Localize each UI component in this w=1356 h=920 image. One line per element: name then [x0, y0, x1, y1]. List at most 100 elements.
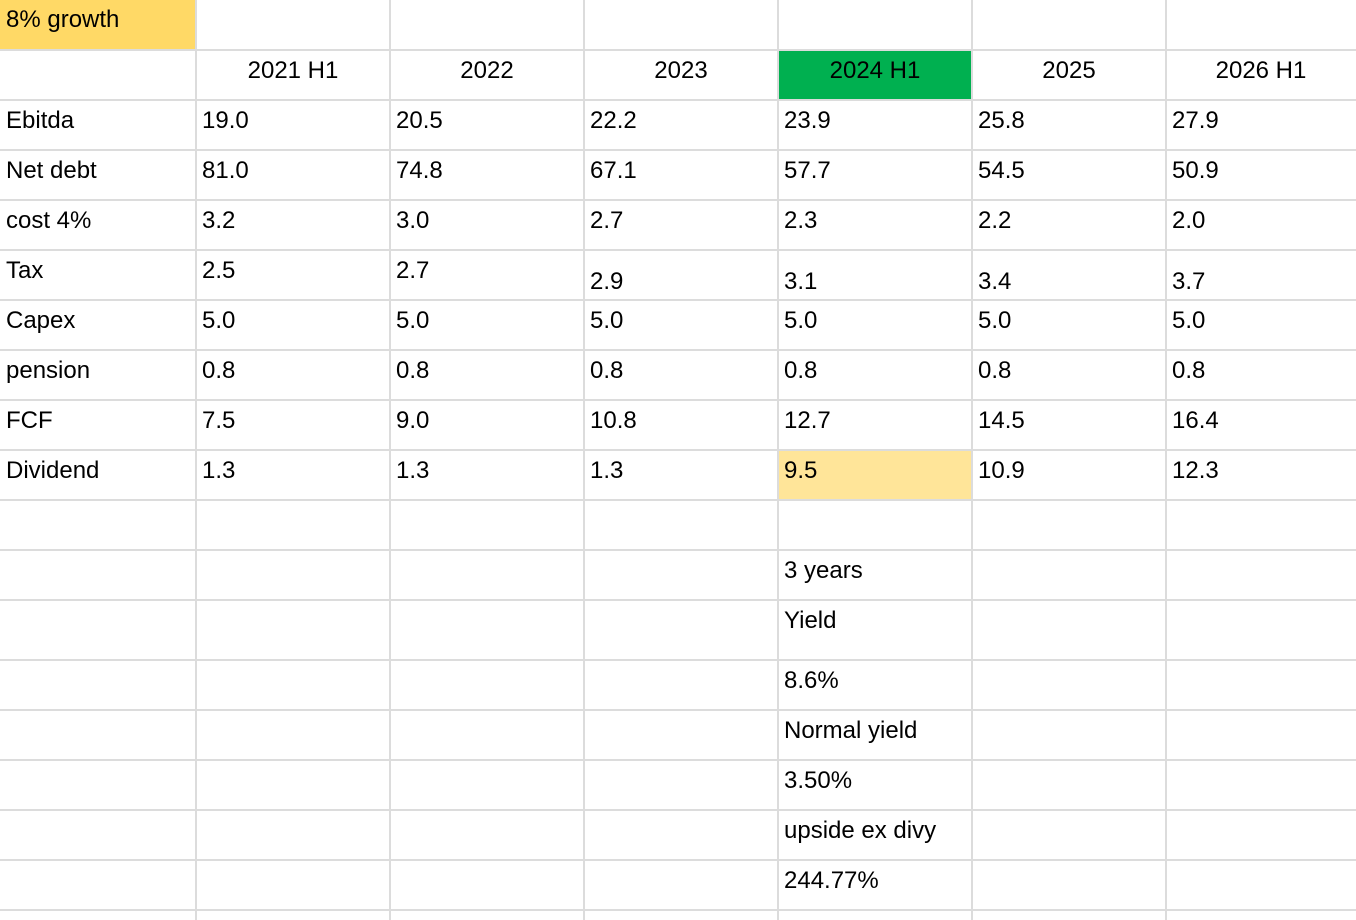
value-cell[interactable]: 2.5: [196, 250, 390, 300]
empty-cell[interactable]: [390, 0, 584, 50]
empty-cell[interactable]: [584, 860, 778, 910]
value-cell[interactable]: 2.7: [390, 250, 584, 300]
value-cell[interactable]: 10.8: [584, 400, 778, 450]
empty-cell[interactable]: [390, 760, 584, 810]
empty-cell[interactable]: [196, 810, 390, 860]
value-cell[interactable]: 2.2: [972, 200, 1166, 250]
value-cell[interactable]: 3.2: [196, 200, 390, 250]
note-cell[interactable]: 3.50%: [778, 760, 972, 810]
value-cell[interactable]: 22.2: [584, 100, 778, 150]
empty-cell[interactable]: [972, 550, 1166, 600]
empty-cell[interactable]: [584, 710, 778, 760]
row-label-cell[interactable]: cost 4%: [0, 200, 196, 250]
title-cell[interactable]: 8% growth: [0, 0, 196, 50]
empty-cell[interactable]: [584, 550, 778, 600]
value-cell[interactable]: 74.8: [390, 150, 584, 200]
empty-cell[interactable]: [972, 660, 1166, 710]
empty-cell[interactable]: [584, 810, 778, 860]
value-cell[interactable]: 67.1: [584, 150, 778, 200]
empty-cell[interactable]: [0, 660, 196, 710]
header-cell[interactable]: 2022: [390, 50, 584, 100]
value-cell[interactable]: 3.4: [972, 250, 1166, 300]
value-cell[interactable]: 23.9: [778, 100, 972, 150]
empty-cell[interactable]: [196, 600, 390, 660]
empty-cell[interactable]: [972, 0, 1166, 50]
empty-cell[interactable]: [1166, 550, 1356, 600]
empty-cell[interactable]: [390, 500, 584, 550]
header-cell[interactable]: 2024 H1: [778, 50, 972, 100]
note-cell[interactable]: 244.77%: [778, 860, 972, 910]
value-cell[interactable]: 25.8: [972, 100, 1166, 150]
value-cell[interactable]: 12.7: [778, 400, 972, 450]
value-cell[interactable]: 3.1: [778, 250, 972, 300]
empty-cell[interactable]: [972, 600, 1166, 660]
row-label-cell[interactable]: Dividend: [0, 450, 196, 500]
value-cell[interactable]: 14.5: [972, 400, 1166, 450]
header-cell[interactable]: 2023: [584, 50, 778, 100]
note-cell[interactable]: upside ex divy: [778, 810, 972, 860]
empty-cell[interactable]: [390, 860, 584, 910]
empty-cell[interactable]: [390, 810, 584, 860]
empty-cell[interactable]: [390, 550, 584, 600]
note-cell[interactable]: 8.6%: [778, 660, 972, 710]
empty-cell[interactable]: [196, 910, 390, 920]
header-corner-cell[interactable]: [0, 50, 196, 100]
empty-cell[interactable]: [584, 660, 778, 710]
value-cell[interactable]: 50.9: [1166, 150, 1356, 200]
value-cell[interactable]: 19.0: [196, 100, 390, 150]
empty-cell[interactable]: [1166, 810, 1356, 860]
value-cell[interactable]: 3.7: [1166, 250, 1356, 300]
value-cell[interactable]: 20.5: [390, 100, 584, 150]
empty-cell[interactable]: [1166, 660, 1356, 710]
value-cell[interactable]: 5.0: [196, 300, 390, 350]
value-cell[interactable]: 3.0: [390, 200, 584, 250]
empty-cell[interactable]: [972, 500, 1166, 550]
note-cell[interactable]: Normal yield: [778, 710, 972, 760]
empty-cell[interactable]: [196, 760, 390, 810]
empty-cell[interactable]: [1166, 600, 1356, 660]
value-cell[interactable]: 16.4: [1166, 400, 1356, 450]
row-label-cell[interactable]: Capex: [0, 300, 196, 350]
header-cell[interactable]: 2026 H1: [1166, 50, 1356, 100]
empty-cell[interactable]: [1166, 710, 1356, 760]
empty-cell[interactable]: [1166, 760, 1356, 810]
empty-cell[interactable]: [390, 600, 584, 660]
empty-cell[interactable]: [778, 0, 972, 50]
empty-cell[interactable]: [196, 500, 390, 550]
value-cell[interactable]: 2.3: [778, 200, 972, 250]
empty-cell[interactable]: [0, 910, 196, 920]
empty-cell[interactable]: [584, 500, 778, 550]
empty-cell[interactable]: [972, 760, 1166, 810]
value-cell[interactable]: 5.0: [778, 300, 972, 350]
value-cell[interactable]: 0.8: [196, 350, 390, 400]
empty-cell[interactable]: [972, 910, 1166, 920]
row-label-cell[interactable]: Net debt: [0, 150, 196, 200]
empty-cell[interactable]: [390, 910, 584, 920]
header-cell[interactable]: 2025: [972, 50, 1166, 100]
empty-cell[interactable]: [196, 860, 390, 910]
row-label-cell[interactable]: FCF: [0, 400, 196, 450]
empty-cell[interactable]: [0, 810, 196, 860]
empty-cell[interactable]: [196, 550, 390, 600]
header-cell[interactable]: 2021 H1: [196, 50, 390, 100]
empty-cell[interactable]: [584, 910, 778, 920]
empty-cell[interactable]: [196, 660, 390, 710]
value-cell[interactable]: 5.0: [584, 300, 778, 350]
row-label-cell[interactable]: Tax: [0, 250, 196, 300]
empty-cell[interactable]: [0, 500, 196, 550]
empty-cell[interactable]: [1166, 860, 1356, 910]
empty-cell[interactable]: [1166, 910, 1356, 920]
value-cell[interactable]: 9.5: [778, 450, 972, 500]
empty-cell[interactable]: [196, 0, 390, 50]
value-cell[interactable]: 0.8: [584, 350, 778, 400]
value-cell[interactable]: 54.5: [972, 150, 1166, 200]
empty-cell[interactable]: [778, 500, 972, 550]
value-cell[interactable]: 0.8: [1166, 350, 1356, 400]
empty-cell[interactable]: [972, 810, 1166, 860]
empty-cell[interactable]: [196, 710, 390, 760]
value-cell[interactable]: 10.9: [972, 450, 1166, 500]
empty-cell[interactable]: [390, 660, 584, 710]
value-cell[interactable]: 2.0: [1166, 200, 1356, 250]
value-cell[interactable]: 2.9: [584, 250, 778, 300]
value-cell[interactable]: 5.0: [972, 300, 1166, 350]
